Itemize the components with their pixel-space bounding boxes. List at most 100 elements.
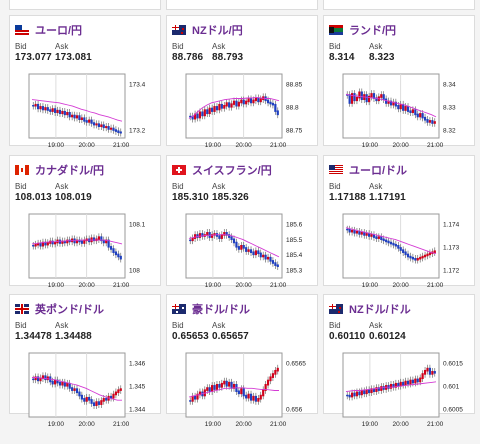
candle — [416, 257, 419, 261]
candle — [433, 121, 436, 124]
candle — [252, 99, 255, 104]
currency-pair-title[interactable]: NZドル/円 — [192, 25, 243, 37]
candle — [404, 380, 407, 386]
candle — [375, 387, 378, 392]
mini-chart[interactable]: 108.1 108 19:00 20:00 21:00 — [13, 210, 153, 305]
flag-icon — [15, 304, 29, 314]
currency-pair-title[interactable]: 英ポンド/ドル — [35, 304, 105, 316]
card-header[interactable]: ランド/円 — [329, 23, 396, 37]
currency-pair-title[interactable]: NZドル/ドル — [349, 304, 411, 316]
candle — [358, 230, 361, 235]
candle — [423, 116, 427, 121]
x-tick-label: 21:00 — [427, 142, 444, 149]
mini-chart[interactable]: 0.6015 0.601 0.6005 19:00 20:00 21:00 — [327, 349, 467, 444]
chart-frame — [342, 73, 440, 139]
candle — [191, 237, 194, 242]
candle — [75, 239, 79, 244]
rate-card[interactable]: カナダドル/円 Bid Ask 108.013 108.019 108.1 108… — [9, 155, 161, 289]
bid-label: Bid — [329, 182, 341, 191]
currency-pair-title[interactable]: ユーロ/ドル — [349, 165, 408, 177]
candle — [411, 256, 414, 260]
rate-card[interactable]: 豪ドル/ドル Bid Ask 0.65653 0.65657 0.6565 0.6… — [166, 294, 318, 428]
candle — [80, 394, 83, 400]
y-tick-label: 1.174 — [443, 222, 460, 229]
currency-pair-title[interactable]: ランド/円 — [349, 25, 397, 37]
ask-value: 108.019 — [55, 192, 92, 203]
candle — [365, 389, 368, 395]
mini-chart[interactable]: 1.346 1.345 1.344 19:00 20:00 21:00 — [13, 349, 153, 444]
card-header[interactable]: 豪ドル/ドル — [172, 302, 250, 316]
candle — [365, 94, 368, 103]
candle — [102, 239, 105, 244]
moving-average-line — [31, 99, 123, 122]
bid-label: Bid — [15, 42, 27, 51]
candle — [232, 100, 236, 105]
candle — [428, 252, 432, 256]
currency-pair-title[interactable]: ユーロ/円 — [35, 25, 83, 37]
chart-svg: 0.6565 0.656 19:00 20:00 21:00 — [185, 352, 306, 428]
ask-label: Ask — [212, 182, 226, 191]
currency-pair-title[interactable]: 豪ドル/ドル — [192, 304, 251, 316]
card-header[interactable]: NZドル/円 — [172, 23, 243, 37]
candle — [117, 130, 120, 133]
candle — [206, 387, 209, 391]
mini-chart[interactable]: 0.6565 0.656 19:00 20:00 21:00 — [170, 349, 310, 444]
candle — [83, 239, 86, 244]
candle — [114, 391, 118, 396]
bid-value: 173.077 — [15, 52, 52, 63]
candle — [75, 388, 79, 394]
candle — [394, 243, 397, 247]
y-tick-label: 8.32 — [443, 128, 456, 135]
candle — [399, 247, 402, 251]
candle — [370, 93, 373, 98]
candle — [228, 381, 231, 387]
candle — [346, 394, 349, 397]
card-header[interactable]: 英ポンド/ドル — [15, 302, 104, 316]
card-header[interactable]: カナダドル/円 — [15, 163, 104, 177]
currency-pair-title[interactable]: スイスフラン/円 — [192, 165, 272, 177]
moving-average-line — [188, 234, 280, 258]
candle — [353, 392, 356, 397]
candle — [372, 93, 376, 99]
mini-chart[interactable]: 185.6 185.5 185.4 185.3 19:00 20:00 21:00 — [170, 210, 310, 305]
flag-icon — [15, 165, 29, 175]
flag-icon — [172, 165, 186, 175]
candle — [41, 106, 45, 111]
candle — [193, 395, 197, 400]
currency-pair-title[interactable]: カナダドル/円 — [35, 165, 105, 177]
rate-card[interactable]: NZドル/ドル Bid Ask 0.60110 0.60124 0.6015 0.… — [323, 294, 475, 428]
y-tick-label: 185.6 — [286, 222, 303, 229]
rate-card[interactable]: スイスフラン/円 Bid Ask 185.310 185.326 185.6 18… — [166, 155, 318, 289]
candle — [78, 239, 81, 243]
chart-svg: 173.4 173.2 19:00 20:00 21:00 — [28, 73, 146, 149]
mini-chart[interactable]: 173.4 173.2 19:00 20:00 21:00 — [13, 70, 153, 165]
card-header[interactable]: ユーロ/円 — [15, 23, 82, 37]
flag-icon — [172, 25, 186, 35]
mini-chart[interactable]: 8.34 8.33 8.32 19:00 20:00 21:00 — [327, 70, 467, 165]
candle — [392, 101, 395, 106]
candle — [215, 384, 219, 390]
rate-card[interactable]: 英ポンド/ドル Bid Ask 1.34478 1.34488 1.346 1.3… — [9, 294, 161, 428]
card-header[interactable]: NZドル/ドル — [329, 302, 411, 316]
ask-value: 0.65657 — [212, 331, 249, 342]
bid-label: Bid — [329, 321, 341, 330]
candle — [218, 384, 221, 388]
candle — [102, 124, 105, 129]
candle — [428, 120, 432, 123]
candle — [237, 390, 240, 395]
candle — [266, 379, 270, 386]
candle — [375, 236, 378, 239]
rate-card[interactable]: NZドル/円 Bid Ask 88.786 88.793 88.85 88.8 88… — [166, 15, 318, 149]
rate-card[interactable]: ユーロ/円 Bid Ask 173.077 173.081 173.4 173.2… — [9, 15, 161, 149]
moving-average-line — [345, 381, 437, 393]
y-tick-label: 1.344 — [129, 407, 146, 414]
y-tick-label: 0.6005 — [443, 407, 463, 414]
rate-card[interactable]: ユーロ/ドル Bid Ask 1.17188 1.17191 1.174 1.17… — [323, 155, 475, 289]
rate-card[interactable]: ランド/円 Bid Ask 8.314 8.323 8.34 8.33 8.32 19… — [323, 15, 475, 149]
mini-chart[interactable]: 1.174 1.173 1.172 19:00 20:00 21:00 — [327, 210, 467, 305]
candle — [114, 251, 118, 256]
candle — [249, 249, 253, 253]
card-header[interactable]: スイスフラン/円 — [172, 163, 272, 177]
card-header[interactable]: ユーロ/ドル — [329, 163, 407, 177]
mini-chart[interactable]: 88.85 88.8 88.75 19:00 20:00 21:00 — [170, 70, 310, 165]
